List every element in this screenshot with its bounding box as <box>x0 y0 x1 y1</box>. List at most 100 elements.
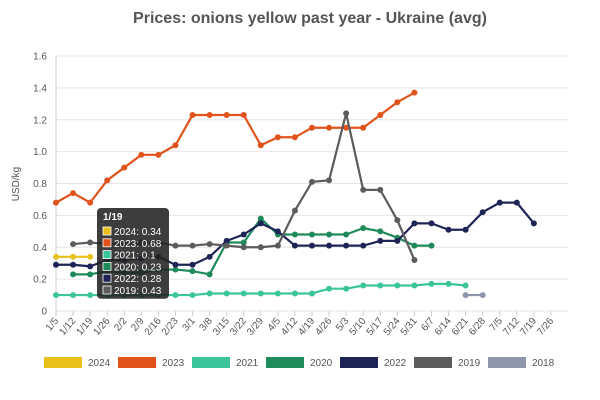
data-point-2019 <box>411 257 418 263</box>
x-tick-label: 5/31 <box>399 316 420 338</box>
data-point-2021 <box>172 292 179 299</box>
data-point-2022 <box>428 220 435 227</box>
x-tick-label: 5/10 <box>348 316 369 338</box>
y-tick-label: 0.4 <box>33 243 47 254</box>
x-tick-label: 5/24 <box>382 316 403 338</box>
data-point-2021 <box>274 290 281 297</box>
data-point-2022 <box>496 199 503 206</box>
data-point-2019 <box>189 242 196 249</box>
tooltip-swatch <box>102 273 112 283</box>
data-point-2023 <box>206 111 213 118</box>
x-tick-label: 1/26 <box>92 316 113 338</box>
data-point-2021 <box>223 290 230 297</box>
x-tick-label: 7/19 <box>518 316 539 338</box>
data-point-2021 <box>53 292 59 299</box>
data-point-2020 <box>360 225 367 232</box>
data-point-2022 <box>326 242 333 249</box>
data-point-2019 <box>291 207 298 214</box>
legend-label-2023: 2023 <box>162 358 185 369</box>
tooltip-title: 1/19 <box>103 212 123 223</box>
data-point-2022 <box>189 261 196 268</box>
x-tick-label: 4/26 <box>313 316 334 338</box>
data-point-2020 <box>189 268 196 275</box>
data-point-2019 <box>326 177 333 184</box>
data-point-2021 <box>394 282 401 289</box>
data-point-2020 <box>87 271 94 278</box>
data-point-2023 <box>274 134 281 141</box>
data-point-2020 <box>309 231 315 238</box>
legend-label-2020: 2020 <box>310 358 333 369</box>
data-point-2021 <box>240 290 247 297</box>
data-point-2021 <box>206 290 213 297</box>
data-point-2023 <box>155 151 162 158</box>
data-point-2020 <box>70 271 77 278</box>
y-tick-label: 1.0 <box>33 147 47 158</box>
x-tick-label: 2/23 <box>160 316 181 338</box>
tooltip-row: 2020: 0.23 <box>114 262 162 273</box>
tooltip-row: 2019: 0.43 <box>114 286 162 297</box>
data-point-2020 <box>411 242 418 249</box>
chart-title: Prices: onions yellow past year - Ukrain… <box>133 10 487 27</box>
y-tick-label: 1.6 <box>33 52 47 63</box>
legend-swatch-2024 <box>44 357 82 368</box>
data-point-2023 <box>121 164 128 171</box>
data-point-2020 <box>257 215 264 222</box>
data-point-2022 <box>462 226 469 233</box>
data-point-2023 <box>87 199 94 206</box>
data-point-2021 <box>70 292 77 299</box>
legend-label-2018: 2018 <box>532 358 555 369</box>
data-point-2020 <box>206 271 213 278</box>
data-point-2022 <box>445 226 452 233</box>
x-tick-label: 1/12 <box>57 316 78 338</box>
data-point-2022 <box>53 261 59 268</box>
data-point-2023 <box>70 190 77 197</box>
data-point-2019 <box>240 244 247 251</box>
data-point-2023 <box>394 99 401 106</box>
data-point-2022 <box>530 220 537 227</box>
data-point-2022 <box>70 261 77 268</box>
legend-label-2019: 2019 <box>458 358 481 369</box>
y-axis-label: USD/kg <box>11 167 22 201</box>
tooltip-row: 2023: 0.68 <box>114 239 162 250</box>
y-tick-label: 1.2 <box>33 115 47 126</box>
data-point-2023 <box>343 124 350 131</box>
y-axis-ticks: 0 0.2 0.4 0.6 0.8 1.0 1.2 1.4 1.6 <box>33 52 47 318</box>
data-point-2018 <box>462 292 469 299</box>
tooltip-swatch <box>102 238 112 248</box>
data-point-2021 <box>462 282 469 289</box>
legend-swatch-2021 <box>192 357 230 368</box>
y-tick-label: 0.2 <box>33 275 47 286</box>
x-tick-label: 3/15 <box>211 316 232 338</box>
data-point-2023 <box>240 111 247 118</box>
x-tick-label: 2/16 <box>143 316 164 338</box>
data-point-2021 <box>360 282 367 289</box>
legend-swatch-2018 <box>488 357 526 368</box>
data-point-2020 <box>428 242 435 249</box>
data-point-2019 <box>172 242 179 249</box>
data-point-2023 <box>326 124 333 131</box>
legend-swatch-2023 <box>118 357 156 368</box>
data-point-2023 <box>172 142 179 149</box>
data-point-2020 <box>377 228 384 235</box>
data-point-2022 <box>513 199 520 206</box>
data-point-2022 <box>394 237 401 244</box>
data-point-2022 <box>411 220 418 227</box>
data-point-2022 <box>87 263 94 270</box>
data-point-2022 <box>257 220 264 227</box>
y-tick-label: 0.6 <box>33 211 47 222</box>
legend-label-2022: 2022 <box>384 358 407 369</box>
x-tick-label: 3/1 <box>180 316 198 334</box>
data-point-2022 <box>309 242 315 249</box>
data-point-2019 <box>274 242 281 249</box>
data-point-2022 <box>274 228 281 235</box>
legend-swatch-2019 <box>414 357 452 368</box>
data-point-2021 <box>189 292 196 299</box>
x-tick-label: 6/28 <box>467 316 488 338</box>
x-tick-label: 6/14 <box>433 316 454 338</box>
y-tick-label: 1.4 <box>33 83 47 94</box>
data-point-2023 <box>257 142 264 149</box>
data-point-2019 <box>70 241 77 248</box>
x-tick-label: 7/12 <box>501 316 522 338</box>
legend-swatch-2022 <box>340 357 378 368</box>
